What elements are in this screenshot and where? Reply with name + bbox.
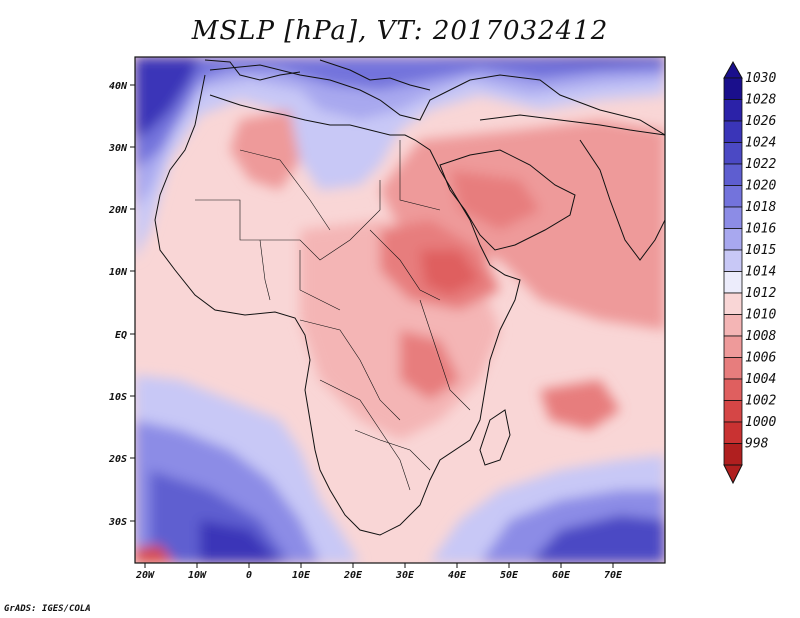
colorbar-label: 1022 <box>745 157 776 172</box>
colorbar-swatch <box>723 357 743 380</box>
colorbar-label: 1018 <box>745 200 776 215</box>
colorbar-label: 1020 <box>745 179 776 194</box>
colorbar-swatch <box>723 120 743 143</box>
colorbar-label: 998 <box>745 437 769 452</box>
grads-credit: GrADS: IGES/COLA <box>4 604 91 614</box>
colorbar-label: 1008 <box>745 329 776 344</box>
x-tick-40e: 40E <box>448 570 467 581</box>
colorbar-label: 1024 <box>745 136 776 151</box>
colorbar-label: 1016 <box>745 222 776 237</box>
x-tick-60e: 60E <box>552 570 571 581</box>
y-tick-10s: 10S <box>109 392 127 403</box>
y-tick-40n: 40N <box>109 81 128 92</box>
axis-tick-marks <box>130 84 614 568</box>
x-axis-labels: 20W 10W 0 10E 20E 30E 40E 50E 60E 70E <box>135 570 623 581</box>
y-tick-20s: 20S <box>108 454 127 465</box>
y-tick-20n: 20N <box>108 205 128 216</box>
x-tick-30e: 30E <box>395 570 415 581</box>
coastlines <box>154 59 665 536</box>
colorbar-label: 1028 <box>745 93 776 108</box>
x-tick-70e: 70E <box>604 570 623 581</box>
y-tick-30n: 30N <box>108 143 128 154</box>
colorbar-swatch <box>723 314 743 337</box>
map-title: MSLP [hPa], VT: 2017032412 <box>191 16 609 46</box>
colorbar-swatch <box>723 400 743 423</box>
colorbar-label: 1006 <box>745 351 776 366</box>
colorbar-swatch <box>723 292 743 315</box>
colorbar-swatch <box>723 249 743 272</box>
colorbar-label: 1000 <box>745 415 776 430</box>
y-tick-eq: EQ <box>115 330 127 341</box>
x-tick-10e: 10E <box>292 570 311 581</box>
colorbar-label: 1002 <box>745 394 776 409</box>
x-tick-50e: 50E <box>500 570 519 581</box>
colorbar-swatch <box>723 163 743 186</box>
colorbar-label: 1004 <box>745 372 776 387</box>
colorbar-label: 1010 <box>745 308 776 323</box>
colorbar-swatch <box>723 206 743 229</box>
colorbar-swatch <box>723 142 743 165</box>
colorbar-swatch <box>723 99 743 122</box>
colorbar-min-triangle <box>723 464 743 485</box>
pressure-field <box>135 57 665 563</box>
colorbar-label: 1015 <box>745 243 776 258</box>
colorbar-swatch <box>723 335 743 358</box>
plot-frame <box>134 56 666 564</box>
colorbar-swatch <box>723 271 743 294</box>
country-borders <box>195 140 471 491</box>
x-tick-10w: 10W <box>188 570 207 581</box>
colorbar-swatch <box>723 185 743 208</box>
colorbar-swatch <box>723 421 743 444</box>
y-tick-30s: 30S <box>108 517 127 528</box>
colorbar-label: 1014 <box>745 265 776 280</box>
colorbar-swatch <box>723 378 743 401</box>
colorbar-label: 1030 <box>745 71 776 86</box>
colorbar-label: 1012 <box>745 286 776 301</box>
colorbar-max-triangle <box>723 60 743 79</box>
y-axis-labels: 40N 30N 20N 10N EQ 10S 20S 30S <box>108 81 128 528</box>
colorbar-label: 1026 <box>745 114 776 129</box>
y-tick-10n: 10N <box>109 267 128 278</box>
x-tick-20w: 20W <box>135 570 155 581</box>
colorbar-swatch <box>723 443 743 466</box>
colorbar-swatch <box>723 228 743 251</box>
x-tick-0: 0 <box>246 570 252 581</box>
x-tick-20e: 20E <box>343 570 363 581</box>
colorbar-swatch <box>723 77 743 100</box>
colorbar: 1030 1028 1026 1024 1022 1020 1018 1016 1015 1014… <box>723 60 776 485</box>
